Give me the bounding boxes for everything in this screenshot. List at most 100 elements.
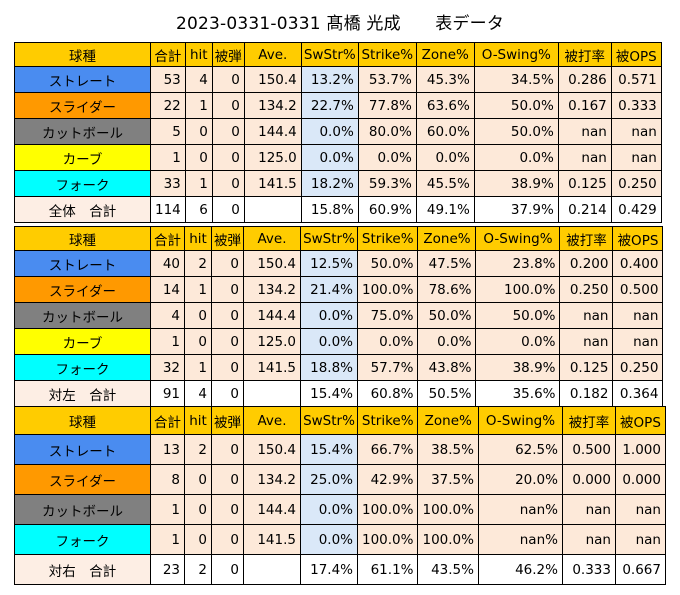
bavg-cell: nan (559, 328, 614, 355)
table-row: ストレート 53 4 0 150.4 13.2% 53.7% 45.3% 34.5% 0.286 0… (14, 66, 662, 93)
header-row: 球種 合計 hit 被弾 Ave. SwStr% Strike% Zone% O-Swing% 被… (14, 406, 666, 435)
total-row: 対左 合計 91 4 0 15.4% 60.8% 50.5% 35.6% 0.182 0.364 (14, 380, 664, 407)
zone-cell: 50.0% (417, 302, 477, 329)
total-cell: 32 (150, 354, 185, 381)
total-cell: 114 (150, 196, 186, 223)
column-header: 合計 (150, 42, 186, 67)
total-cell: 1 (150, 328, 185, 355)
hit-cell: 0 (184, 494, 212, 525)
column-header: Strike% (357, 42, 417, 67)
strike-cell: 77.8% (357, 92, 417, 119)
pitch-type-cell: カットボール (14, 494, 151, 525)
total-label-cell: 全体 合計 (14, 196, 151, 223)
hr-cell: 0 (211, 354, 244, 381)
header-row: 球種 合計 hit 被弾 Ave. SwStr% Strike% Zone% O-Swing% 被… (14, 226, 664, 251)
avg-velocity-cell: 150.4 (243, 434, 301, 465)
pitch-type-cell: ストレート (14, 66, 151, 93)
pitch-type-cell: カーブ (14, 328, 151, 355)
strike-cell: 42.9% (356, 464, 419, 495)
hit-cell: 1 (184, 170, 213, 197)
avg-velocity-cell: 134.2 (243, 464, 301, 495)
hit-cell: 0 (184, 302, 212, 329)
column-header: 球種 (14, 406, 151, 435)
avg-velocity-cell: 150.4 (243, 66, 302, 93)
column-header: O-Swing% (473, 42, 559, 67)
pitch-type-cell: カットボール (14, 302, 151, 329)
pitch-type-cell: カーブ (14, 144, 151, 171)
hr-cell: 0 (211, 524, 244, 555)
pitch-type-cell: フォーク (14, 354, 151, 381)
avg-velocity-cell: 144.4 (243, 302, 301, 329)
strike-cell: 100.0% (356, 276, 419, 303)
column-header: 球種 (14, 226, 151, 251)
swstr-cell: 0.0% (300, 144, 359, 171)
avg-velocity-cell: 125.0 (243, 144, 302, 171)
zone-cell: 38.5% (417, 434, 479, 465)
ops-cell: 0.250 (610, 170, 662, 197)
pitch-type-cell: スライダー (14, 276, 151, 303)
ops-cell: 0.667 (614, 554, 666, 585)
hit-cell: 2 (184, 434, 212, 465)
ops-cell: 1.000 (614, 434, 666, 465)
swstr-cell: 15.4% (300, 434, 358, 465)
column-header: SwStr% (300, 226, 358, 251)
strike-cell: 59.3% (357, 170, 417, 197)
hr-cell: 0 (211, 196, 245, 223)
pitch-type-cell: ストレート (14, 434, 151, 465)
table-row: スライダー 8 0 0 134.2 25.0% 42.9% 37.5% 20.0% 0.000 0.… (14, 464, 666, 495)
swstr-cell: 0.0% (300, 494, 358, 525)
hr-cell: 0 (211, 250, 244, 277)
bavg-cell: nan (559, 302, 614, 329)
zone-cell: 43.5% (417, 554, 479, 585)
column-header: SwStr% (300, 42, 359, 67)
hit-cell: 0 (184, 328, 212, 355)
zone-cell: 37.5% (417, 464, 479, 495)
swstr-cell: 22.7% (300, 92, 359, 119)
avg-velocity-cell: 141.5 (243, 170, 302, 197)
total-cell: 23 (150, 554, 185, 585)
hr-cell: 0 (211, 66, 245, 93)
swstr-cell: 17.4% (300, 554, 358, 585)
zone-cell: 45.3% (415, 66, 475, 93)
swstr-cell: 0.0% (300, 328, 358, 355)
avg-velocity-cell: 141.5 (243, 524, 301, 555)
pitch-type-cell: カットボール (14, 118, 151, 145)
hit-cell: 1 (184, 276, 212, 303)
bavg-cell: 0.125 (559, 354, 614, 381)
bavg-cell: 0.333 (561, 554, 616, 585)
column-header: 被OPS (610, 42, 662, 67)
column-header: 球種 (14, 42, 151, 67)
ops-cell: nan (612, 302, 664, 329)
column-header: Zone% (417, 406, 479, 435)
swstr-cell: 21.4% (300, 276, 358, 303)
total-cell: 33 (150, 170, 186, 197)
column-header: hit (184, 226, 212, 251)
bavg-cell: 0.250 (559, 276, 614, 303)
o-swing-cell: 0.0% (475, 328, 561, 355)
o-swing-cell: 62.5% (477, 434, 563, 465)
zone-cell: 63.6% (415, 92, 475, 119)
ops-cell: 0.400 (612, 250, 664, 277)
strike-cell: 75.0% (356, 302, 419, 329)
zone-cell: 49.1% (415, 196, 475, 223)
column-header: 被打率 (559, 226, 614, 251)
strike-cell: 80.0% (357, 118, 417, 145)
column-header: 被OPS (614, 406, 666, 435)
hr-cell: 0 (211, 328, 244, 355)
zone-cell: 0.0% (415, 144, 475, 171)
column-header: O-Swing% (475, 226, 561, 251)
total-label-cell: 対左 合計 (14, 380, 151, 407)
total-cell: 13 (150, 434, 185, 465)
o-swing-cell: 35.6% (475, 380, 561, 407)
avg-velocity-cell: 150.4 (243, 250, 301, 277)
ops-cell: 0.250 (612, 354, 664, 381)
stats-table-all: 球種 合計 hit 被弾 Ave. SwStr% Strike% Zone% O-Swing% 被… (14, 42, 662, 223)
ops-cell: 0.333 (610, 92, 662, 119)
avg-velocity-cell (243, 196, 302, 223)
pitch-type-cell: フォーク (14, 170, 151, 197)
avg-velocity-cell: 144.4 (243, 118, 302, 145)
total-cell: 53 (150, 66, 186, 93)
header-row: 球種 合計 hit 被弾 Ave. SwStr% Strike% Zone% O-Swing% 被… (14, 42, 662, 67)
table-row: ストレート 40 2 0 150.4 12.5% 50.0% 47.5% 23.8% 0.200 0… (14, 250, 664, 277)
ops-cell: nan (610, 144, 662, 171)
